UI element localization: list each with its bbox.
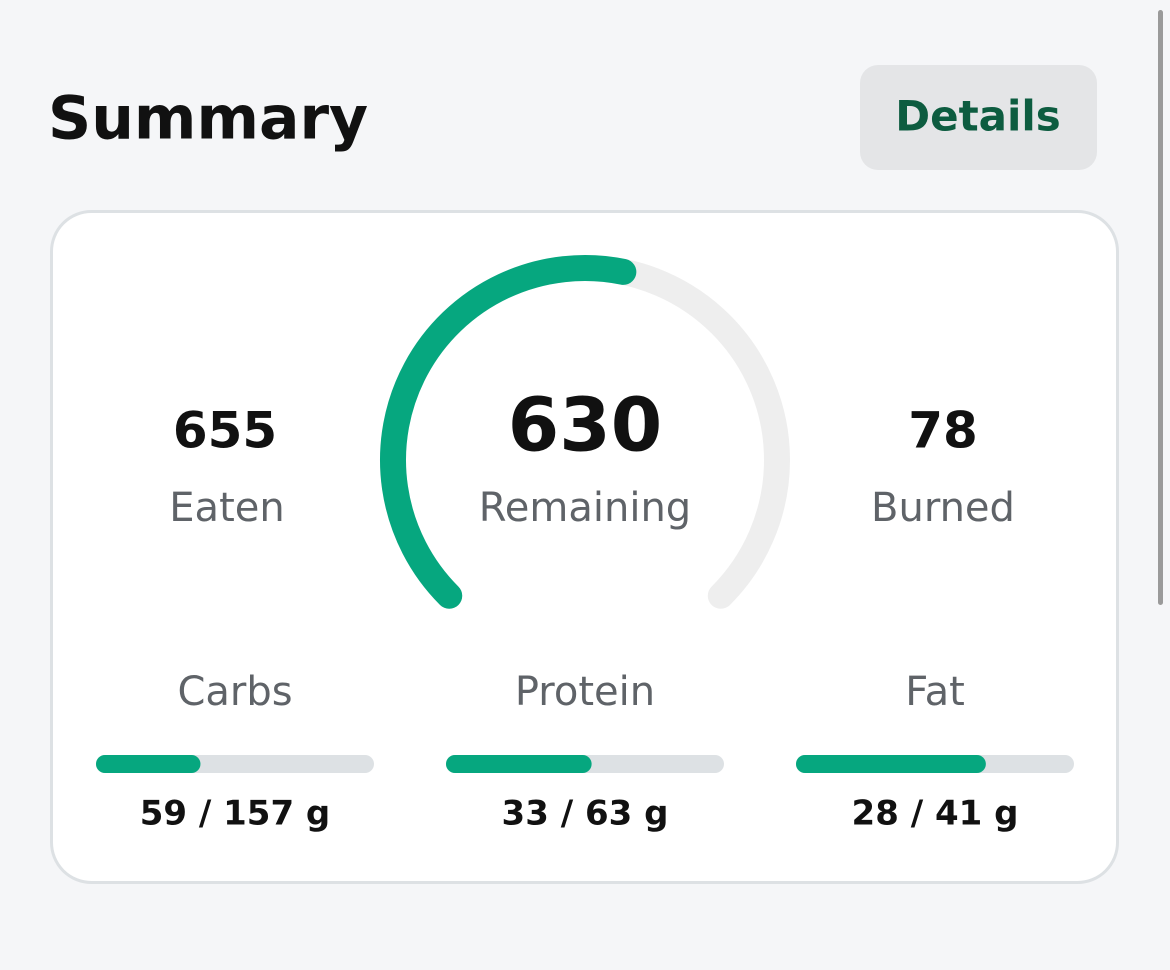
burned-label: Burned [871,485,1015,531]
button-bg[interactable] [860,65,1097,170]
eaten-label: Eaten [169,485,284,531]
macro-bar [796,755,986,773]
remaining-label: Remaining [479,485,691,531]
details-button[interactable]: Details [860,65,1097,170]
macro-amount: 59 / 157 g [140,794,331,834]
gauge-fill [380,255,637,609]
macro-name: Protein [515,669,655,715]
title: Summary [48,84,368,154]
macro-name: Carbs [177,669,292,715]
burned-value: 78 [908,402,978,460]
button-label[interactable]: Details [895,92,1061,141]
scrollbar [1158,10,1163,605]
macro-amount: 33 / 63 g [502,794,669,834]
macro-bar [96,755,201,773]
remaining-value: 630 [508,383,662,469]
card [50,210,1119,884]
eaten-value: 655 [173,402,277,460]
macro-bar [446,755,592,773]
macro-name: Fat [905,669,965,715]
macro-amount: 28 / 41 g [852,794,1019,834]
